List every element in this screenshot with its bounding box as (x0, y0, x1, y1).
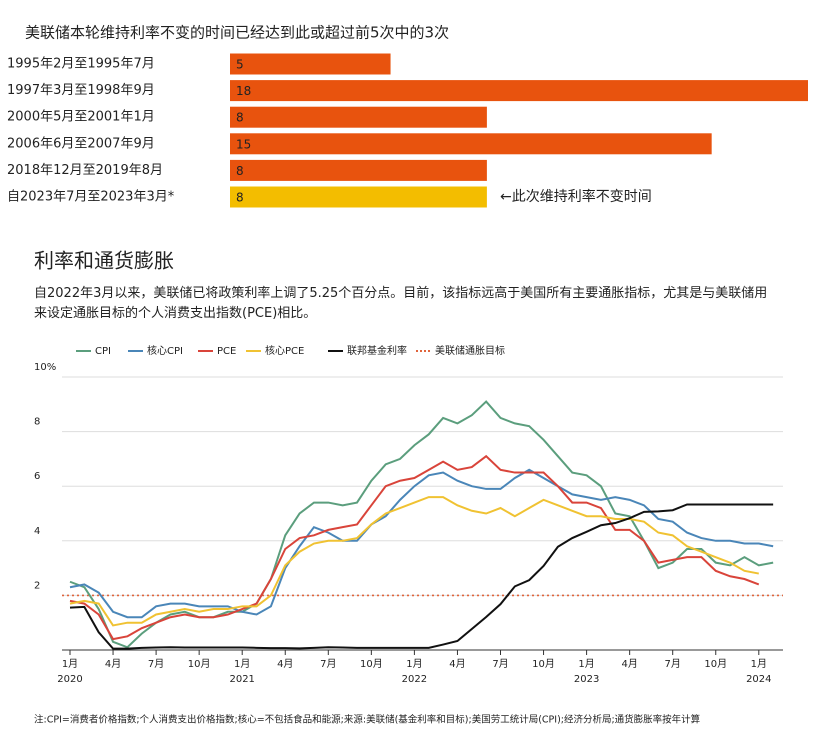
x-tick-label: 1月 (751, 658, 767, 670)
legend-label: CPI (95, 346, 111, 357)
bar (230, 159, 487, 181)
note: 注:CPI=消费者价格指数;个人消费支出价格指数;核心=不包括食品和能源;来源:… (34, 714, 700, 726)
x-tick-label: 1月 (578, 658, 594, 670)
x-tick-label: 4月 (449, 658, 465, 670)
y-tick-label: 4 (34, 526, 40, 537)
legend-label: 联邦基金利率 (347, 344, 407, 357)
x-tick-label: 1月 (234, 658, 250, 670)
x-year-label: 2020 (57, 674, 82, 685)
x-tick-label: 10月 (188, 658, 211, 670)
category-label: 1995年2月至1995年7月 (7, 57, 155, 72)
x-tick-label: 1月 (62, 658, 78, 670)
series-line (69, 454, 760, 641)
value-label: 18 (236, 84, 251, 98)
x-tick-label: 10月 (532, 658, 555, 670)
series-line (69, 496, 759, 627)
category-label: 1997年3月至1998年9月 (7, 83, 155, 98)
y-tick-label: 6 (34, 471, 40, 482)
legend-label: 核心PCE (265, 344, 304, 357)
x-tick-label: 4月 (621, 658, 637, 670)
bar (230, 186, 487, 208)
line-chart-title: 利率和通货膨胀 (34, 249, 174, 273)
x-tick-label: 4月 (105, 658, 121, 670)
bar (230, 53, 391, 75)
value-label: 8 (236, 164, 244, 178)
bar (230, 106, 487, 128)
value-label: 8 (236, 111, 244, 125)
bar (230, 80, 808, 102)
legend-label: PCE (217, 346, 236, 357)
category-label: 2006年6月至2007年9月 (7, 136, 155, 151)
x-tick-label: 7月 (492, 658, 508, 670)
category-label: 自2023年7月至2023年3月* (7, 190, 175, 205)
x-tick-label: 10月 (704, 658, 727, 670)
x-tick-label: 7月 (665, 658, 681, 670)
y-tick-label: 2 (34, 580, 40, 591)
bar-chart-title: 美联储本轮维持利率不变的时间已经达到此或超过前5次中的3次 (25, 24, 449, 42)
x-year-label: 2021 (229, 674, 254, 685)
x-year-label: 2024 (746, 674, 771, 685)
x-tick-label: 7月 (148, 658, 164, 670)
value-label: 8 (236, 191, 244, 205)
category-label: 2000年5月至2001年1月 (7, 110, 155, 125)
category-label: 2018年12月至2019年8月 (7, 163, 163, 178)
x-tick-label: 7月 (320, 658, 336, 670)
x-year-label: 2023 (574, 674, 599, 685)
bar (230, 133, 712, 155)
x-year-label: 2022 (402, 674, 427, 685)
x-tick-label: 4月 (277, 658, 293, 670)
x-tick-label: 1月 (406, 658, 422, 670)
value-label: 15 (236, 137, 251, 151)
series-line (69, 400, 774, 649)
series-line (69, 503, 774, 650)
annotation: ←此次维持利率不变时间 (500, 188, 652, 205)
series-line (69, 468, 774, 619)
y-tick-label: 10% (34, 362, 56, 373)
legend-label: 核心CPI (147, 344, 183, 357)
subtitle: 自2022年3月以来，美联储已将政策利率上调了5.25个百分点。目前，该指标远高… (34, 286, 768, 321)
value-label: 5 (236, 58, 244, 72)
y-tick-label: 8 (34, 417, 40, 428)
x-tick-label: 10月 (360, 658, 383, 670)
legend-label: 美联储通胀目标 (435, 344, 505, 357)
